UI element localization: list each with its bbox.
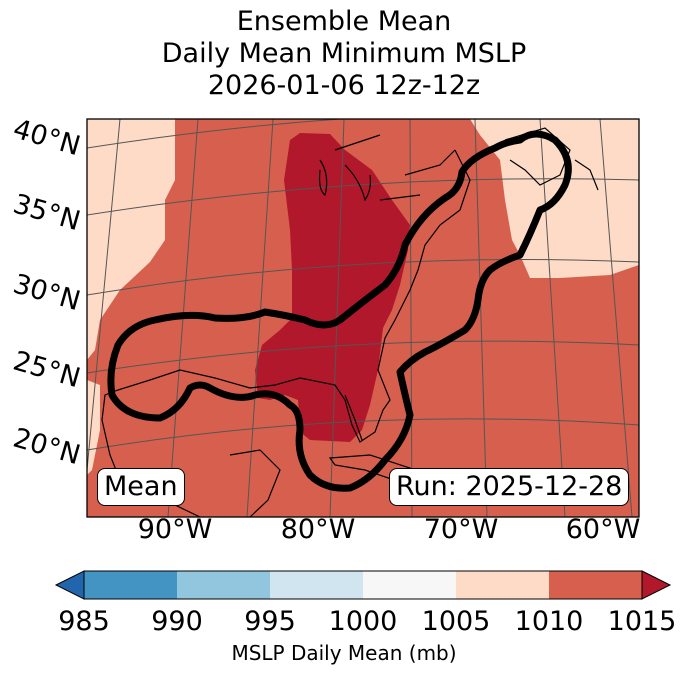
colorbar-tick-1000: 1000 [328,606,398,637]
coast-florida [344,394,363,441]
graticule-lat-40 [87,119,348,149]
colorbar-tick-995: 995 [244,606,296,637]
title-line-3: 2026-01-06 12z-12z [207,70,481,101]
coast-maritimes [504,127,599,191]
graticule-lat-25 [87,340,639,374]
colorbar-extend-low [54,570,85,600]
field-1005-1010-west [87,119,175,360]
colorbar-tick-985: 985 [58,606,110,637]
coast-east [249,149,471,443]
colorbar-tick-990: 990 [151,606,203,637]
title-line-1: Ensemble Mean [236,6,452,37]
colorbar-bin-1005-1010 [456,571,549,599]
contour-line [107,130,572,492]
coast-great-lakes [318,134,456,202]
colorbar-tick-1010: 1010 [514,606,584,637]
graticule-lat-30 [87,258,639,296]
map-fields [87,119,639,517]
title-line-2: Daily Mean Minimum MSLP [161,38,527,69]
run-date-badge: Run: 2025-12-28 [389,468,630,506]
graticule-lat-20 [87,418,639,451]
coast-mexico-yucatan [229,449,281,517]
coastlines [101,127,599,517]
graticule-lat-35 [87,178,639,216]
lon-label-80w: 80°W [280,514,356,545]
colorbar-bin-1010-1015 [549,571,642,599]
mean-badge: Mean [97,468,185,506]
graticule-lon-65 [539,119,566,517]
field-gt-1015-core [255,133,410,442]
colorbar-label: MSLP Daily Mean (mb) [231,641,457,665]
colorbar-bin-990-995 [177,571,270,599]
lon-label-60w: 60°W [565,514,641,545]
graticule-lon-70 [474,119,488,517]
colorbar-bin-995-1000 [270,571,363,599]
graticule-lon-85 [246,119,274,517]
field-1005-1010-southwest [87,380,100,475]
graticule [87,119,639,517]
graticule-lon-75 [409,119,413,517]
graticule-lon-95 [87,119,121,471]
lon-label-70w: 70°W [423,514,499,545]
colorbar [54,570,672,600]
colorbar-tick-1005: 1005 [421,606,491,637]
graticule-lon-60 [599,119,633,517]
colorbar-tick-1015: 1015 [607,606,677,637]
colorbar-bin-985-990 [84,571,177,599]
colorbar-bin-1000-1005 [363,571,456,599]
map-border [86,118,640,518]
lon-label-90w: 90°W [137,514,213,545]
colorbar-extend-high [641,570,672,600]
